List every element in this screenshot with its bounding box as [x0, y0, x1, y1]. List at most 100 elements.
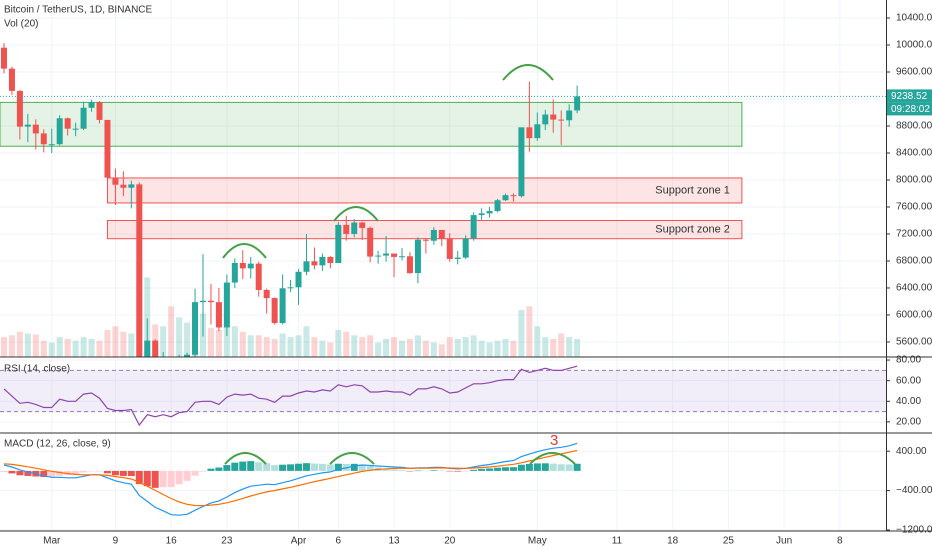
- price-pane: Support zone 1 Support zone 2: [0, 42, 886, 357]
- volume-bar: [168, 306, 175, 357]
- arc: [329, 452, 375, 465]
- macd-histogram-bar: [88, 470, 96, 472]
- macd-histogram-bar: [24, 470, 32, 476]
- y-tick-label: 80.00: [896, 355, 921, 366]
- candle-body: [406, 256, 413, 274]
- x-tick-label: Apr: [291, 536, 307, 547]
- volume-bar: [263, 337, 270, 357]
- candle-body: [120, 184, 127, 188]
- volume-bar: [327, 342, 334, 357]
- volume-bar: [470, 335, 477, 357]
- macd-histogram-bar: [295, 463, 303, 471]
- candle-body: [231, 262, 238, 283]
- volume-bar: [502, 338, 509, 357]
- macd-histogram-bar: [501, 467, 509, 471]
- volume-bar: [367, 335, 374, 357]
- candle-body: [215, 302, 222, 328]
- macd-histogram-bar: [573, 463, 581, 471]
- y-tick-label: 40.00: [896, 396, 921, 407]
- volume-bar: [518, 310, 525, 357]
- volume-bar: [207, 328, 214, 357]
- macd-histogram-bar: [557, 464, 565, 471]
- candle-body: [287, 287, 294, 289]
- candle-body: [462, 238, 469, 258]
- macd-histogram-bar: [430, 470, 438, 471]
- macd-histogram-bar: [167, 470, 175, 488]
- macd-histogram-bar: [135, 470, 143, 485]
- x-tick-label: 20: [444, 536, 456, 547]
- volume-bar: [494, 340, 501, 357]
- candle-body: [327, 256, 334, 263]
- volume-bar: [176, 317, 183, 357]
- rsi-line: [3, 365, 578, 427]
- macd-histogram-bar: [549, 463, 557, 471]
- volume-bar: [391, 337, 398, 357]
- candle-body: [223, 282, 230, 328]
- x-tick-label: 18: [667, 536, 679, 547]
- macd-histogram-bar: [390, 469, 398, 471]
- volume-title: Vol (20): [4, 19, 38, 30]
- arc: [502, 64, 554, 81]
- candle-body: [48, 144, 55, 146]
- candle-body: [446, 239, 453, 259]
- macd-histogram-bar: [398, 470, 406, 471]
- annotation-number: 3: [550, 432, 558, 449]
- macd-histogram-bar: [143, 470, 151, 487]
- zone: [106, 219, 743, 240]
- macd-histogram-bar: [0, 470, 8, 473]
- candle-body: [375, 255, 382, 257]
- volume-bar: [184, 322, 191, 357]
- macd-histogram-bar: [111, 470, 119, 476]
- macd-histogram-bar: [16, 470, 24, 476]
- candle-body: [255, 263, 262, 290]
- volume-bar: [510, 340, 517, 357]
- macd-histogram-bar: [287, 464, 295, 471]
- candle-body: [32, 124, 39, 134]
- price-label-bg: [887, 89, 932, 103]
- macd-histogram-bar: [486, 468, 494, 471]
- candle-body: [104, 119, 111, 178]
- macd-histogram-bar: [151, 470, 159, 488]
- x-tick-label: 11: [612, 536, 623, 547]
- macd-histogram-bar: [334, 463, 342, 471]
- volume-bar: [32, 334, 39, 357]
- zone-label: Support zone 2: [655, 223, 730, 235]
- volume-bar: [255, 335, 262, 357]
- macd-histogram-bar: [40, 470, 48, 477]
- y-tick-label: 20.00: [896, 417, 921, 428]
- volume-bar: [239, 331, 246, 357]
- volume-bar: [446, 337, 453, 357]
- candle-body: [152, 340, 159, 357]
- macd-histogram-bar: [247, 461, 255, 471]
- macd-histogram-bar: [517, 464, 525, 471]
- volume-bar: [343, 331, 350, 357]
- candle-body: [56, 118, 63, 145]
- macd-histogram-bar: [215, 467, 223, 471]
- candle-body: [399, 256, 406, 258]
- y-tick-label: 6000.00: [896, 310, 932, 321]
- candle-body: [88, 102, 95, 108]
- candle-body: [518, 127, 525, 197]
- x-tick-label: 25: [723, 536, 735, 547]
- volume-bar: [534, 326, 541, 357]
- candle-body: [136, 184, 143, 357]
- candle-body: [311, 261, 318, 266]
- macd-histogram-bar: [422, 470, 430, 472]
- macd-histogram-bar: [382, 468, 390, 471]
- candle-body: [550, 114, 557, 120]
- y-tick-label: −1200.00: [896, 525, 932, 536]
- candle-body: [40, 133, 47, 145]
- candle-body: [0, 47, 7, 69]
- volume-bar: [351, 335, 358, 357]
- macd-histogram-bar: [462, 470, 470, 472]
- macd-histogram-bar: [494, 467, 502, 471]
- volume-bar: [40, 340, 47, 357]
- y-tick-label: −400.00: [896, 485, 932, 496]
- candle-body: [510, 195, 517, 197]
- macd-histogram-bar: [56, 470, 64, 476]
- rsi-band: [0, 370, 886, 412]
- candle-body: [574, 96, 581, 111]
- volume-bar: [48, 342, 55, 357]
- volume-bar: [80, 337, 87, 357]
